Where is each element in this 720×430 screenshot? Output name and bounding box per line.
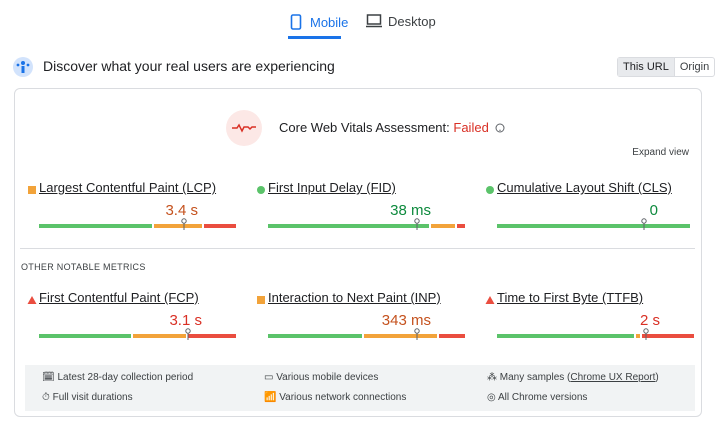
distribution-bar (268, 224, 467, 228)
distribution-bar (497, 334, 696, 338)
p75-marker (414, 327, 420, 340)
distribution-segment (154, 224, 203, 228)
assessment-result: Failed (453, 120, 489, 135)
distribution-segment (497, 334, 635, 338)
metric-value: 38 ms (390, 202, 431, 219)
p75-marker (185, 327, 191, 340)
assessment: Core Web Vitals Assessment: Failed (279, 120, 505, 135)
distribution-segment (497, 224, 691, 228)
distribution-segment (363, 334, 438, 338)
footer-item: ▭ Various mobile devices (264, 372, 379, 383)
metric-value: 2 s (639, 312, 660, 329)
toggle-option[interactable]: This URL (618, 58, 675, 76)
footer-text: Full visit durations (52, 392, 133, 403)
status-icon (485, 292, 495, 304)
status-icon (256, 292, 266, 304)
distribution-segment (636, 334, 641, 338)
footer-text: Latest 28-day collection period (57, 372, 194, 383)
p75-marker (643, 327, 649, 340)
users-icon (13, 57, 33, 77)
footer-text: Many samples ( (499, 372, 571, 383)
distribution-bar (497, 224, 696, 228)
assessment-label: Core Web Vitals Assessment: (279, 120, 450, 135)
distribution-bar (39, 334, 238, 338)
distribution-segment (268, 334, 362, 338)
status-icon (27, 182, 37, 194)
distribution-segment (457, 224, 465, 228)
distribution-segment (39, 224, 153, 228)
p75-marker (181, 217, 187, 230)
distribution-segment (132, 334, 187, 338)
distribution-segment (188, 334, 236, 338)
section-title: OTHER NOTABLE METRICS (21, 262, 146, 272)
metric-name[interactable]: Cumulative Layout Shift (CLS) (497, 180, 672, 195)
metric-value: 3.1 s (169, 312, 202, 329)
metric-value: 3.4 s (165, 202, 198, 219)
distribution-segment (642, 334, 694, 338)
footer-item: 🗓 Latest 28-day collection period (42, 372, 194, 383)
metric-value: 0 (649, 202, 658, 219)
footer-text: All Chrome versions (497, 392, 588, 403)
footer-link[interactable]: Chrome UX Report (570, 372, 656, 383)
divider (20, 248, 695, 249)
desktop-tab[interactable]: Desktop (366, 14, 436, 29)
distribution-segment (268, 224, 430, 228)
mobile-tab[interactable]: Mobile (290, 14, 348, 30)
footer-text: Various mobile devices (276, 372, 379, 383)
distribution-bar (39, 224, 238, 228)
status-icon (485, 182, 495, 194)
tab-label: Desktop (388, 14, 436, 29)
card (14, 88, 702, 417)
distribution-bar (268, 334, 467, 338)
status-icon (256, 182, 266, 194)
footer-text: Various network connections (279, 392, 407, 403)
metric-name[interactable]: Interaction to Next Paint (INP) (268, 290, 441, 305)
footer-item: ⁂ Many samples (Chrome UX Report) (487, 372, 659, 383)
expand-view[interactable]: Expand view (632, 147, 689, 158)
footer-item: ⏱ Full visit durations (42, 392, 133, 403)
metric-value: 343 ms (381, 312, 431, 329)
header-title: Discover what your real users are experi… (43, 58, 335, 74)
distribution-segment (204, 224, 236, 228)
metric-name[interactable]: First Input Delay (FID) (268, 180, 396, 195)
toggle-option[interactable]: Origin (679, 61, 710, 73)
metric-name[interactable]: Largest Contentful Paint (LCP) (39, 180, 217, 195)
distribution-segment (39, 334, 131, 338)
distribution-segment (439, 334, 465, 338)
tab-underline (288, 36, 341, 39)
tab-label: Mobile (310, 15, 349, 30)
p75-marker (414, 217, 420, 230)
distribution-segment (431, 224, 456, 228)
footer-text: ) (655, 372, 659, 383)
status-icon (27, 292, 37, 304)
footer (25, 365, 695, 411)
footer-item: 📶 Various network connections (264, 392, 407, 403)
assessment-icon (226, 110, 262, 146)
p75-marker (641, 217, 647, 230)
metric-name[interactable]: First Contentful Paint (FCP) (39, 290, 199, 305)
metric-name[interactable]: Time to First Byte (TTFB) (497, 290, 644, 305)
footer-item: ◎ All Chrome versions (487, 392, 588, 403)
toggle: This URL Origin (617, 57, 716, 77)
